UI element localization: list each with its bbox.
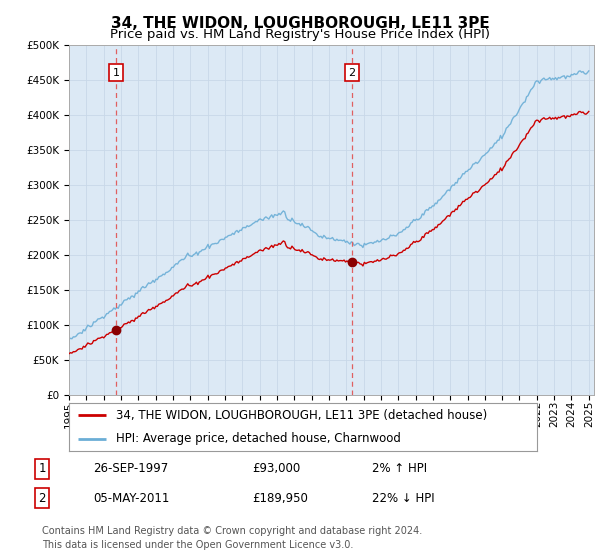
Text: £93,000: £93,000 (252, 462, 300, 475)
Text: £189,950: £189,950 (252, 492, 308, 505)
Text: 22% ↓ HPI: 22% ↓ HPI (372, 492, 434, 505)
Text: 2: 2 (349, 68, 356, 78)
Text: 1: 1 (38, 462, 46, 475)
Text: Contains HM Land Registry data © Crown copyright and database right 2024.
This d: Contains HM Land Registry data © Crown c… (42, 526, 422, 549)
Text: Price paid vs. HM Land Registry's House Price Index (HPI): Price paid vs. HM Land Registry's House … (110, 28, 490, 41)
Text: 34, THE WIDON, LOUGHBOROUGH, LE11 3PE: 34, THE WIDON, LOUGHBOROUGH, LE11 3PE (110, 16, 490, 31)
Text: 2: 2 (38, 492, 46, 505)
Text: 34, THE WIDON, LOUGHBOROUGH, LE11 3PE (detached house): 34, THE WIDON, LOUGHBOROUGH, LE11 3PE (d… (116, 409, 487, 422)
Text: 05-MAY-2011: 05-MAY-2011 (93, 492, 169, 505)
Text: HPI: Average price, detached house, Charnwood: HPI: Average price, detached house, Char… (116, 432, 401, 445)
Text: 26-SEP-1997: 26-SEP-1997 (93, 462, 168, 475)
Text: 1: 1 (113, 68, 120, 78)
Text: 2% ↑ HPI: 2% ↑ HPI (372, 462, 427, 475)
